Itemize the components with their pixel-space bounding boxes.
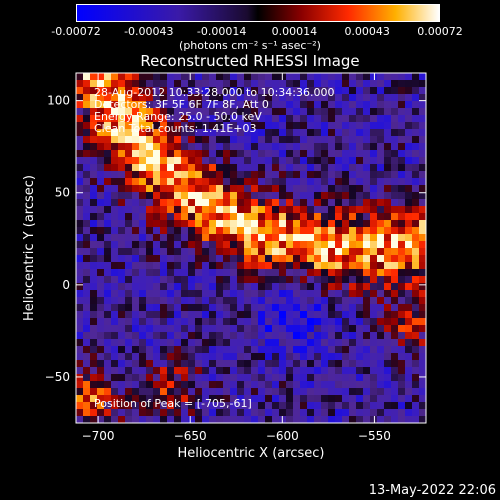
colorbar-tick-label: 0.00072 (417, 25, 463, 38)
y-tick-label: −50 (45, 370, 70, 384)
peak-position-label: Position of Peak = [-705,-61] (94, 397, 252, 410)
plot-frame (75, 72, 427, 424)
chart-title: Reconstructed RHESSI Image (140, 52, 360, 70)
annotation-energy: Energy Range: 25.0 - 50.0 keV (94, 110, 262, 123)
footer-timestamp: 13-May-2022 22:06 (368, 483, 496, 498)
heatmap-image (76, 73, 427, 424)
colorbar (76, 4, 440, 22)
colorbar-tick-label: -0.00072 (51, 25, 101, 38)
colorbar-tick-label: -0.00014 (196, 25, 247, 38)
annotation-detectors: Detectors: 3F 5F 6F 7F 8F, Att 0 (94, 98, 269, 111)
colorbar-tick-label: -0.00043 (124, 25, 174, 38)
annotation-time: 28-Aug-2012 10:33:28.000 to 10:34:36.000 (94, 86, 335, 99)
y-tick-label: 0 (62, 278, 70, 292)
y-tick-label: 100 (47, 94, 70, 108)
x-tick-label: −550 (358, 429, 391, 443)
y-axis-label: Heliocentric Y (arcsec) (22, 175, 37, 321)
colorbar-tick-label: 0.00043 (344, 25, 390, 38)
x-axis-label: Heliocentric X (arcsec) (178, 446, 325, 461)
x-tick-label: −700 (82, 429, 115, 443)
x-tick-label: −650 (174, 429, 207, 443)
x-tick-label: −600 (266, 429, 299, 443)
annotation-counts: Clean Total counts: 1.41E+03 (94, 122, 257, 135)
colorbar-units: (photons cm⁻² s⁻¹ asec⁻²) (179, 39, 321, 52)
y-tick-label: 50 (55, 186, 70, 200)
colorbar-tick-label: 0.00014 (271, 25, 318, 38)
